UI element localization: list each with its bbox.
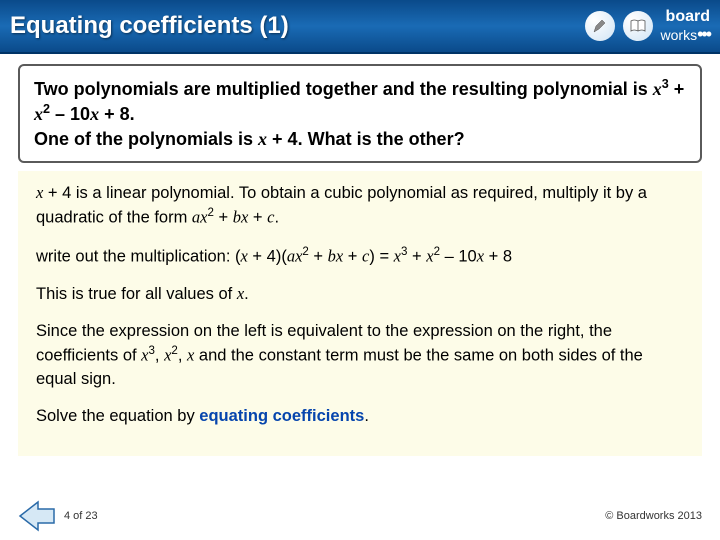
header-bar: Equating coefficients (1) board works ••… — [0, 0, 720, 54]
explanation-box: x + 4 is a linear polynomial. To obtain … — [18, 171, 702, 456]
equating-coefficients-link[interactable]: equating coefficients — [199, 407, 364, 425]
prev-arrow-icon[interactable] — [14, 498, 58, 534]
logo-dots-icon: ••• — [697, 25, 710, 43]
logo-text-board: board — [666, 9, 710, 25]
footer-bar: 4 of 23 © Boardworks 2013 — [0, 498, 720, 534]
paragraph-3: This is true for all values of x. — [36, 282, 684, 306]
copyright-text: © Boardworks 2013 — [605, 510, 702, 522]
content-area: Two polynomials are multiplied together … — [0, 54, 720, 456]
paragraph-2: write out the multiplication: (x + 4)(ax… — [36, 244, 684, 269]
pencil-icon — [585, 11, 615, 41]
book-icon — [623, 11, 653, 41]
header-icon-group: board works ••• — [585, 9, 710, 43]
page-indicator: 4 of 23 — [64, 510, 98, 522]
logo-text-works: works — [661, 28, 698, 42]
question-text: Two polynomials are multiplied together … — [34, 79, 684, 149]
boardworks-logo: board works ••• — [661, 9, 710, 43]
paragraph-4: Since the expression on the left is equi… — [36, 320, 684, 391]
paragraph-5: Solve the equation by equating coefficie… — [36, 405, 684, 428]
question-box: Two polynomials are multiplied together … — [18, 64, 702, 163]
slide-title: Equating coefficients (1) — [10, 12, 289, 40]
paragraph-1: x + 4 is a linear polynomial. To obtain … — [36, 181, 684, 230]
